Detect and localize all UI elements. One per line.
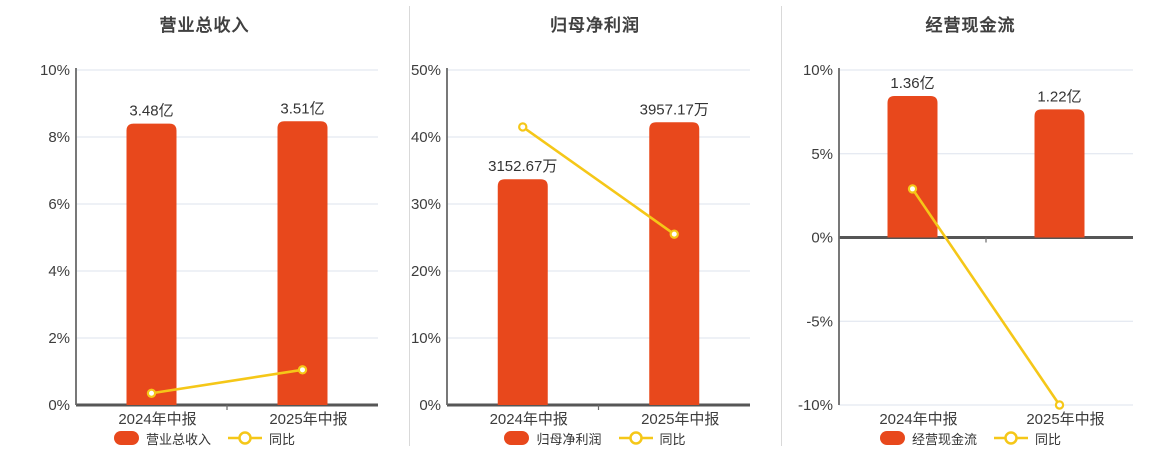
y-tick-label: 10% bbox=[411, 330, 441, 347]
x-category-label: 2025年中报 bbox=[641, 411, 719, 428]
legend-bar-label[interactable]: 归母净利润 bbox=[536, 431, 602, 447]
legend-cash-flow: 经营现金流 同比 bbox=[781, 429, 1160, 447]
panel-revenue: 营业总收入 10% 8% 6% 4% 2% 0% 3.48亿 3.51亿 2024年中报 2025… bbox=[0, 0, 409, 450]
y-tick-label: 0% bbox=[419, 397, 441, 414]
y-tick-label: 8% bbox=[48, 129, 70, 146]
y-tick-label: 40% bbox=[411, 129, 441, 146]
panel-divider bbox=[781, 6, 782, 446]
panel-cash-flow: 经营现金流 10% 5% 0% -5% -10% 1.36亿 1.22亿 2024年中报 202… bbox=[781, 0, 1160, 450]
legend-bar-label[interactable]: 营业总收入 bbox=[145, 431, 211, 447]
y-tick-label: -10% bbox=[798, 397, 833, 414]
panel-net-profit: 归母净利润 50% 40% 30% 20% 10% 0% 3152.67万 3957.17万 2… bbox=[409, 0, 781, 450]
legend-line-marker[interactable] bbox=[993, 430, 1029, 446]
trend-marker bbox=[907, 184, 918, 194]
legend-net-profit: 归母净利润 同比 bbox=[409, 429, 781, 447]
legend-line-label[interactable]: 同比 bbox=[659, 431, 686, 447]
y-tick-label: 20% bbox=[411, 263, 441, 280]
x-category-label: 2024年中报 bbox=[490, 411, 568, 428]
bar bbox=[497, 179, 548, 405]
y-tick-label: 0% bbox=[48, 397, 70, 414]
bar bbox=[649, 122, 700, 405]
bar-value-label: 3.51亿 bbox=[280, 100, 324, 117]
y-tick-label: 4% bbox=[48, 263, 70, 280]
line-marker-icon bbox=[994, 431, 1028, 445]
x-category-label: 2025年中报 bbox=[269, 411, 347, 428]
legend-bar-swatch[interactable] bbox=[113, 431, 139, 445]
bar-value-label: 1.36亿 bbox=[890, 75, 934, 92]
y-tick-label: 5% bbox=[811, 146, 833, 163]
trend-line bbox=[151, 368, 303, 395]
trend-marker bbox=[1054, 400, 1065, 410]
bar bbox=[887, 95, 938, 238]
chart-title-cash-flow: 经营现金流 bbox=[925, 16, 1016, 35]
y-tick-label: 30% bbox=[411, 196, 441, 213]
x-category-label: 2024年中报 bbox=[879, 411, 957, 428]
legend-line-label[interactable]: 同比 bbox=[1035, 431, 1062, 447]
bar-value-label: 3.48亿 bbox=[129, 103, 173, 120]
bar bbox=[1034, 109, 1085, 238]
bar bbox=[277, 121, 328, 405]
legend-line-marker[interactable] bbox=[227, 430, 263, 446]
trend-line bbox=[521, 125, 676, 236]
x-category-label: 2024年中报 bbox=[118, 411, 196, 428]
y-tick-label: -5% bbox=[806, 313, 833, 330]
y-tick-label: 10% bbox=[40, 62, 70, 79]
legend-bar-swatch[interactable] bbox=[504, 431, 530, 445]
bar bbox=[126, 123, 177, 405]
chart-title-revenue: 营业总收入 bbox=[159, 16, 250, 35]
trend-line bbox=[911, 188, 1061, 406]
chart-canvas-revenue: 10% 8% 6% 4% 2% 0% 3.48亿 3.51亿 2024年中报 2025年中报 bbox=[40, 62, 378, 428]
line-marker-icon bbox=[618, 431, 653, 445]
legend-bar-label[interactable]: 经营现金流 bbox=[911, 431, 977, 447]
y-tick-label: 6% bbox=[48, 196, 70, 213]
trend-marker bbox=[669, 229, 679, 239]
trend-marker bbox=[297, 365, 308, 375]
y-tick-label: 2% bbox=[48, 330, 70, 347]
legend-line-label[interactable]: 同比 bbox=[269, 431, 296, 447]
legend-revenue: 营业总收入 同比 bbox=[0, 429, 409, 447]
y-tick-label: 50% bbox=[411, 62, 441, 79]
legend-line-marker[interactable] bbox=[618, 430, 654, 446]
y-tick-label: 10% bbox=[803, 62, 833, 79]
trend-marker bbox=[518, 122, 528, 132]
chart-title-net-profit: 归母净利润 bbox=[550, 16, 640, 35]
bar-value-label: 1.22亿 bbox=[1037, 88, 1081, 105]
bar-value-label: 3152.67万 bbox=[488, 158, 557, 175]
legend-bar-swatch[interactable] bbox=[879, 431, 905, 445]
y-tick-label: 0% bbox=[811, 230, 833, 247]
chart-canvas-cash-flow: 10% 5% 0% -5% -10% 1.36亿 1.22亿 2024年中报 2025年中报 bbox=[798, 62, 1133, 428]
line-marker-icon bbox=[228, 431, 262, 445]
trend-marker bbox=[146, 388, 157, 398]
chart-canvas-net-profit: 50% 40% 30% 20% 10% 0% 3152.67万 3957.17万 2024年中报… bbox=[411, 62, 750, 428]
x-category-label: 2025年中报 bbox=[1026, 411, 1104, 428]
bar-value-label: 3957.17万 bbox=[640, 101, 709, 118]
panel-divider bbox=[409, 6, 410, 446]
